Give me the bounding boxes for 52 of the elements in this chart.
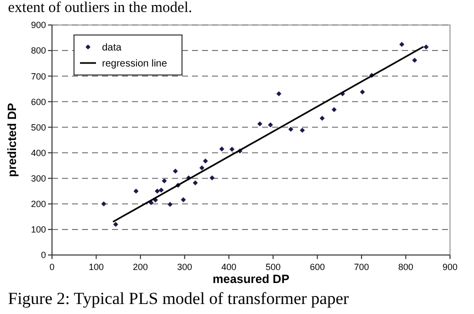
point (202, 158, 208, 164)
point (412, 58, 418, 63)
point (134, 188, 139, 194)
x-tick-label: 500 (266, 262, 281, 272)
y-tick-label: 800 (30, 46, 46, 56)
x-tick-label: 300 (177, 262, 192, 272)
point (162, 178, 167, 184)
point (360, 89, 365, 94)
point (101, 201, 106, 206)
x-tick-label: 800 (398, 262, 414, 272)
x-tick-label: 200 (132, 262, 148, 272)
caption: Figure 2: Typical PLS model of transformer paper (8, 289, 350, 308)
point (332, 107, 337, 112)
x-tick-label: 600 (310, 262, 325, 272)
x-tick-label: 900 (442, 262, 458, 272)
y-tick-label: 500 (30, 122, 46, 132)
point (168, 202, 173, 207)
x-tick-label: 0 (49, 262, 55, 272)
point (257, 121, 262, 126)
y-axis-title: predicted DP (5, 102, 19, 178)
x-tick-label: 700 (354, 262, 370, 272)
point (113, 222, 118, 227)
point (219, 146, 224, 152)
y-tick-label: 600 (30, 96, 46, 107)
y-tick-label: 300 (30, 173, 46, 184)
point (192, 180, 198, 186)
point (158, 188, 164, 193)
x-tick-label: 400 (221, 262, 236, 272)
point (154, 188, 160, 194)
text: extent of outliers in the model. (8, 0, 192, 16)
y-tick-label: 100 (30, 224, 46, 235)
point (300, 128, 305, 133)
point (320, 116, 325, 121)
point (268, 122, 273, 128)
point (399, 42, 404, 47)
x-tick-label: 100 (88, 262, 104, 272)
y-tick-label: 200 (30, 199, 46, 210)
point (288, 126, 294, 132)
point (276, 91, 282, 96)
point (199, 165, 204, 170)
x-axis-title: measured DP (212, 272, 290, 286)
legend-label: data (102, 42, 122, 54)
point (424, 44, 429, 50)
y-tick-label: 400 (30, 148, 46, 158)
y-tick-label: 0 (40, 250, 46, 260)
y-tick-label: 700 (30, 71, 46, 82)
point (180, 197, 186, 202)
y-tick-label: 900 (30, 20, 46, 30)
point (172, 168, 178, 174)
point (210, 175, 215, 180)
point (229, 146, 234, 152)
legend-label: regression line (102, 58, 168, 70)
